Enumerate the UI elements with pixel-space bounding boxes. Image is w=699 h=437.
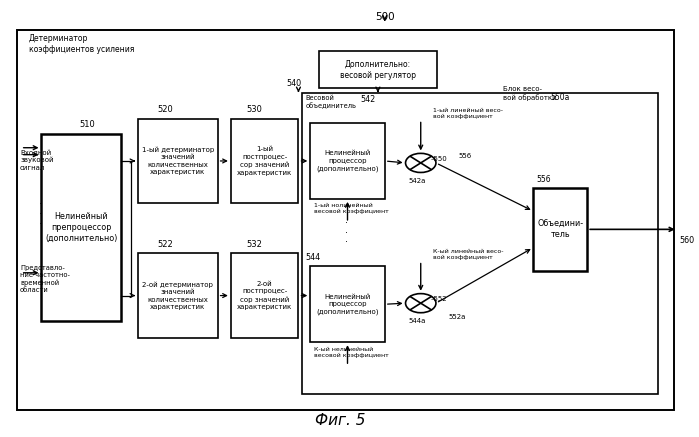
Text: 1-ый линейный весо-
вой коэффициент: 1-ый линейный весо- вой коэффициент xyxy=(433,108,503,118)
Text: Весовой
объединитель: Весовой объединитель xyxy=(305,95,356,109)
Bar xyxy=(302,93,658,394)
Text: 1-ый
постпроцес-
сор значений
характеристик: 1-ый постпроцес- сор значений характерис… xyxy=(237,146,292,176)
Bar xyxy=(17,30,675,409)
Text: Фиг. 5: Фиг. 5 xyxy=(315,413,365,428)
Bar xyxy=(231,118,298,203)
Text: 540: 540 xyxy=(287,79,302,88)
Text: 522: 522 xyxy=(157,240,173,249)
Text: 2-ой
постпроцес-
сор значений
характеристик: 2-ой постпроцес- сор значений характерис… xyxy=(237,281,292,310)
Text: 556: 556 xyxy=(459,153,472,159)
Text: Дополнительно:
весовой регулятор: Дополнительно: весовой регулятор xyxy=(340,60,416,80)
Bar xyxy=(533,188,587,271)
Text: 1-ый нолинейный
весовой коэффициент: 1-ый нолинейный весовой коэффициент xyxy=(314,203,389,214)
Text: 1-ый детерминатор
значений
количественных
характеристик: 1-ый детерминатор значений количественны… xyxy=(142,146,214,176)
Text: 560: 560 xyxy=(680,236,695,245)
Text: ·
·
·: · · · xyxy=(345,218,348,247)
Text: К-ый линейный весо-
вой коэффициент: К-ый линейный весо- вой коэффициент xyxy=(433,249,504,260)
Text: 510: 510 xyxy=(80,121,95,129)
Text: 2-ой детерминатор
значений
количественных
характеристик: 2-ой детерминатор значений количественны… xyxy=(143,281,213,310)
Text: К-ый нелинейный
весовой коэффициент: К-ый нелинейный весовой коэффициент xyxy=(314,347,389,357)
Bar xyxy=(138,253,217,338)
Text: 556: 556 xyxy=(537,175,552,184)
Bar xyxy=(310,123,385,199)
Text: Нелинейный
препроцессор
(дополнительно): Нелинейный препроцессор (дополнительно) xyxy=(45,212,117,243)
Text: Объедини-
тель: Объедини- тель xyxy=(538,219,584,239)
Text: 542: 542 xyxy=(361,95,376,104)
Text: Блок весо-
вой обработки: Блок весо- вой обработки xyxy=(503,86,556,101)
Text: 550a: 550a xyxy=(551,94,570,102)
Text: 520: 520 xyxy=(157,105,173,114)
Text: ·
·
·: · · · xyxy=(39,199,43,229)
Bar xyxy=(138,118,217,203)
Text: 544: 544 xyxy=(305,253,320,262)
Text: 544a: 544a xyxy=(409,319,426,324)
Text: Входной
звуковой
сигнал: Входной звуковой сигнал xyxy=(20,149,54,171)
Text: Нелинейный
процессор
(дополнительно): Нелинейный процессор (дополнительно) xyxy=(316,294,379,315)
Bar xyxy=(231,253,298,338)
Text: 530: 530 xyxy=(246,105,262,114)
Text: 500: 500 xyxy=(375,12,395,22)
Text: 552a: 552a xyxy=(448,314,466,320)
Text: –552: –552 xyxy=(431,296,448,302)
Text: Представло-
ние частотно-
временной
области: Представло- ние частотно- временной обла… xyxy=(20,265,70,294)
Bar xyxy=(319,51,437,88)
Text: –550: –550 xyxy=(431,156,448,162)
Bar xyxy=(310,266,385,342)
Text: 532: 532 xyxy=(246,240,262,249)
Text: Нелинейный
процессор
(дополнительно): Нелинейный процессор (дополнительно) xyxy=(316,150,379,172)
Bar xyxy=(41,134,121,321)
Text: Детерминатор
коэффициентов усиления: Детерминатор коэффициентов усиления xyxy=(29,34,134,54)
Text: 542a: 542a xyxy=(409,178,426,184)
